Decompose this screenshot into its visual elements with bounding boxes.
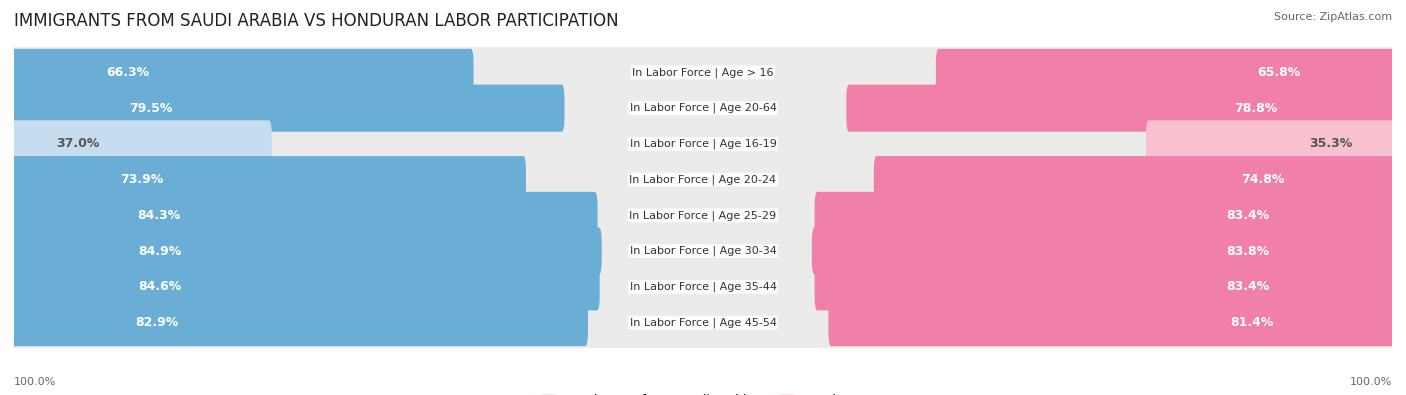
Text: 83.4%: 83.4%	[1226, 209, 1270, 222]
Legend: Immigrants from Saudi Arabia, Honduran: Immigrants from Saudi Arabia, Honduran	[541, 394, 865, 395]
FancyBboxPatch shape	[936, 49, 1395, 96]
Text: 84.9%: 84.9%	[139, 245, 181, 258]
FancyBboxPatch shape	[10, 145, 1396, 214]
FancyBboxPatch shape	[11, 299, 588, 346]
FancyBboxPatch shape	[10, 109, 1396, 178]
Text: In Labor Force | Age 20-64: In Labor Force | Age 20-64	[630, 103, 776, 113]
Text: In Labor Force | Age 20-24: In Labor Force | Age 20-24	[630, 174, 776, 185]
FancyBboxPatch shape	[875, 156, 1395, 203]
Text: 74.8%: 74.8%	[1241, 173, 1285, 186]
Text: 78.8%: 78.8%	[1234, 102, 1278, 115]
Text: IMMIGRANTS FROM SAUDI ARABIA VS HONDURAN LABOR PARTICIPATION: IMMIGRANTS FROM SAUDI ARABIA VS HONDURAN…	[14, 12, 619, 30]
Text: In Labor Force | Age 30-34: In Labor Force | Age 30-34	[630, 246, 776, 256]
Text: In Labor Force | Age > 16: In Labor Force | Age > 16	[633, 67, 773, 78]
FancyBboxPatch shape	[11, 263, 599, 310]
Text: 81.4%: 81.4%	[1230, 316, 1274, 329]
FancyBboxPatch shape	[10, 181, 1396, 250]
Text: 84.3%: 84.3%	[138, 209, 181, 222]
Text: 83.8%: 83.8%	[1226, 245, 1270, 258]
FancyBboxPatch shape	[11, 85, 565, 132]
FancyBboxPatch shape	[11, 49, 474, 96]
Text: 100.0%: 100.0%	[14, 377, 56, 387]
FancyBboxPatch shape	[10, 217, 1396, 286]
FancyBboxPatch shape	[814, 263, 1395, 310]
Text: In Labor Force | Age 25-29: In Labor Force | Age 25-29	[630, 210, 776, 221]
FancyBboxPatch shape	[10, 38, 1396, 107]
FancyBboxPatch shape	[846, 85, 1395, 132]
FancyBboxPatch shape	[11, 120, 271, 167]
Text: 82.9%: 82.9%	[135, 316, 179, 329]
FancyBboxPatch shape	[11, 192, 598, 239]
Text: 66.3%: 66.3%	[107, 66, 150, 79]
FancyBboxPatch shape	[1146, 120, 1395, 167]
FancyBboxPatch shape	[814, 192, 1395, 239]
Text: 37.0%: 37.0%	[56, 137, 100, 150]
Text: 65.8%: 65.8%	[1257, 66, 1301, 79]
Text: In Labor Force | Age 35-44: In Labor Force | Age 35-44	[630, 282, 776, 292]
Text: 84.6%: 84.6%	[138, 280, 181, 293]
FancyBboxPatch shape	[11, 228, 602, 275]
FancyBboxPatch shape	[10, 74, 1396, 143]
Text: 73.9%: 73.9%	[120, 173, 163, 186]
Text: 83.4%: 83.4%	[1226, 280, 1270, 293]
FancyBboxPatch shape	[811, 228, 1395, 275]
FancyBboxPatch shape	[828, 299, 1395, 346]
FancyBboxPatch shape	[11, 156, 526, 203]
FancyBboxPatch shape	[10, 252, 1396, 321]
Text: In Labor Force | Age 16-19: In Labor Force | Age 16-19	[630, 139, 776, 149]
Text: 35.3%: 35.3%	[1309, 137, 1353, 150]
FancyBboxPatch shape	[10, 288, 1396, 357]
Text: 79.5%: 79.5%	[129, 102, 173, 115]
Text: Source: ZipAtlas.com: Source: ZipAtlas.com	[1274, 12, 1392, 22]
Text: 100.0%: 100.0%	[1350, 377, 1392, 387]
Text: In Labor Force | Age 45-54: In Labor Force | Age 45-54	[630, 317, 776, 328]
